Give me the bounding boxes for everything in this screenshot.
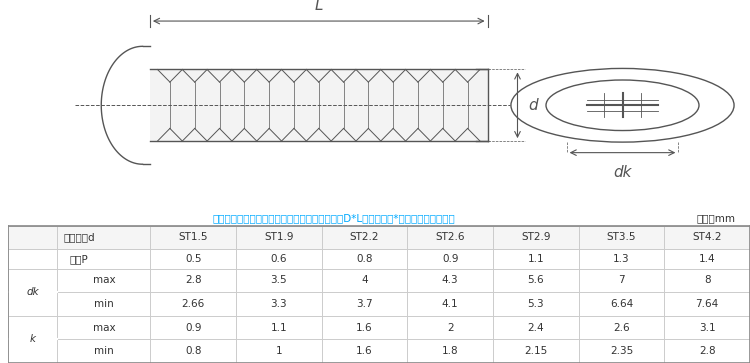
Text: 螺距P: 螺距P — [70, 254, 88, 264]
FancyBboxPatch shape — [664, 226, 750, 249]
Text: ST1.5: ST1.5 — [178, 232, 208, 242]
Text: 2.66: 2.66 — [182, 299, 205, 309]
Text: max: max — [92, 276, 116, 285]
Text: 2.4: 2.4 — [527, 323, 544, 333]
Text: 2.35: 2.35 — [610, 346, 633, 356]
Text: 0.8: 0.8 — [184, 346, 201, 356]
Text: dk: dk — [26, 287, 39, 297]
Text: ST2.2: ST2.2 — [350, 232, 380, 242]
Text: 8: 8 — [704, 276, 710, 285]
Text: 3.7: 3.7 — [356, 299, 373, 309]
FancyBboxPatch shape — [8, 226, 58, 249]
Text: ST2.9: ST2.9 — [521, 232, 550, 242]
Text: 3.5: 3.5 — [271, 276, 287, 285]
FancyBboxPatch shape — [58, 226, 150, 249]
FancyBboxPatch shape — [407, 226, 493, 249]
FancyBboxPatch shape — [150, 226, 236, 249]
Text: 1: 1 — [275, 346, 282, 356]
Text: 3.1: 3.1 — [699, 323, 715, 333]
Text: 2.8: 2.8 — [184, 276, 202, 285]
Text: 3.3: 3.3 — [271, 299, 287, 309]
FancyBboxPatch shape — [322, 226, 407, 249]
Text: 7: 7 — [618, 276, 625, 285]
Text: 5.3: 5.3 — [527, 299, 544, 309]
Text: 1.1: 1.1 — [527, 254, 544, 264]
Text: 1.8: 1.8 — [442, 346, 458, 356]
Text: 1.4: 1.4 — [699, 254, 715, 264]
FancyBboxPatch shape — [493, 226, 579, 249]
Text: 5.6: 5.6 — [527, 276, 544, 285]
Text: 7.64: 7.64 — [695, 299, 718, 309]
Text: dk: dk — [614, 165, 632, 180]
Text: 0.6: 0.6 — [271, 254, 287, 264]
FancyBboxPatch shape — [579, 226, 664, 249]
Text: max: max — [92, 323, 116, 333]
Text: 公称直径d: 公称直径d — [63, 232, 94, 242]
Text: 1.6: 1.6 — [356, 323, 373, 333]
Text: 6.64: 6.64 — [610, 299, 633, 309]
Text: 2: 2 — [447, 323, 454, 333]
Text: ST3.5: ST3.5 — [607, 232, 636, 242]
Text: 1.3: 1.3 — [614, 254, 630, 264]
Text: ST1.9: ST1.9 — [264, 232, 293, 242]
Text: ST2.6: ST2.6 — [436, 232, 465, 242]
Text: min: min — [94, 299, 114, 309]
Text: k: k — [29, 334, 35, 344]
Text: 2.15: 2.15 — [524, 346, 548, 356]
Text: 单位：mm: 单位：mm — [696, 213, 735, 223]
Polygon shape — [150, 69, 488, 141]
Text: 2.8: 2.8 — [699, 346, 715, 356]
Text: d: d — [529, 98, 538, 113]
Text: 0.8: 0.8 — [356, 254, 373, 264]
Text: ST4.2: ST4.2 — [692, 232, 722, 242]
Text: 4.3: 4.3 — [442, 276, 458, 285]
Text: 存在正负公差特别在意者甚拍，螺丝参考规格由D*L组成（直径*长度）不含头部长度: 存在正负公差特别在意者甚拍，螺丝参考规格由D*L组成（直径*长度）不含头部长度 — [213, 213, 455, 223]
Text: 1.1: 1.1 — [271, 323, 287, 333]
Text: 0.9: 0.9 — [442, 254, 458, 264]
Text: 0.9: 0.9 — [184, 323, 201, 333]
Text: 2.6: 2.6 — [614, 323, 630, 333]
Text: L: L — [314, 0, 323, 13]
Text: 0.5: 0.5 — [184, 254, 201, 264]
Text: min: min — [94, 346, 114, 356]
Text: 1.6: 1.6 — [356, 346, 373, 356]
FancyBboxPatch shape — [236, 226, 322, 249]
Text: 4.1: 4.1 — [442, 299, 458, 309]
Text: 4: 4 — [362, 276, 368, 285]
